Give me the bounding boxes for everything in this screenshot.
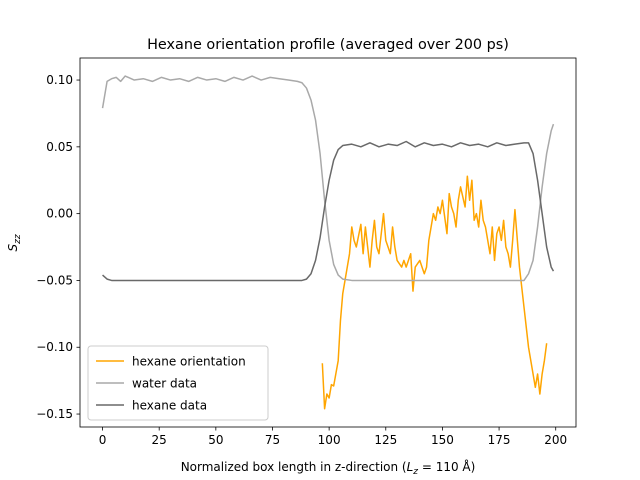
plot-frame [79, 57, 577, 428]
y-tick-label: −0.05 [36, 273, 73, 287]
x-label-part: = 110 Å) [418, 459, 475, 474]
series-line [101, 75, 555, 282]
y-label-part: S [6, 244, 20, 252]
legend-label: hexane data [132, 399, 207, 413]
series-line [102, 140, 555, 282]
y-tick-label: −0.10 [36, 340, 73, 354]
x-tick-label: 0 [99, 433, 107, 447]
y-tick-label: −0.15 [36, 407, 73, 421]
x-tick-label: 75 [265, 433, 280, 447]
x-tick-label: 175 [488, 433, 511, 447]
x-label-part: z [412, 467, 418, 477]
legend-label: water data [132, 377, 197, 391]
x-tick-label: 125 [374, 433, 397, 447]
x-tick-label: 100 [318, 433, 341, 447]
y-tick-label: 0.00 [46, 207, 73, 221]
x-tick-label: 150 [431, 433, 454, 447]
x-label-part: Normalized box length in z-direction ( [181, 460, 407, 474]
y-label-part: zz [13, 234, 23, 245]
legend-label: hexane orientation [132, 355, 246, 369]
y-axis-label: Szz [6, 234, 23, 251]
x-tick-label: 200 [544, 433, 567, 447]
x-axis-label: Normalized box length in z-direction (Lz… [181, 459, 476, 477]
y-tick-label: 0.10 [46, 73, 73, 87]
y-tick-label: 0.05 [46, 140, 73, 154]
chart-title: Hexane orientation profile (averaged ove… [147, 37, 509, 53]
x-tick-label: 50 [208, 433, 223, 447]
legend: hexane orientation water data hexane data [87, 345, 269, 421]
x-label-part: L [407, 460, 414, 474]
series-line [321, 175, 548, 410]
x-tick-label: 25 [152, 433, 167, 447]
legend-box [87, 345, 269, 421]
